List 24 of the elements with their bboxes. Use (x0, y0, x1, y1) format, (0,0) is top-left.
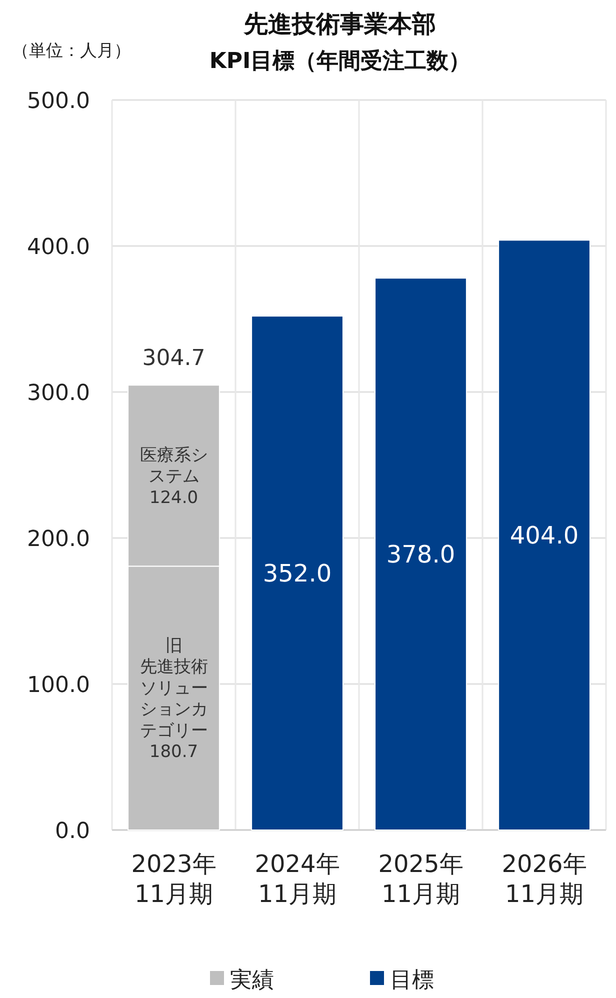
x-tick-label: 2023年 11月期 (131, 850, 216, 908)
x-tick-label: 2024年 11月期 (254, 850, 340, 908)
data-label: 404.0 (510, 521, 579, 550)
data-label: 旧先進技術ソリューションカテゴリー180.7 (140, 636, 208, 762)
y-tick-label: 100.0 (27, 673, 90, 698)
bar (374, 278, 467, 830)
data-label: 352.0 (262, 559, 332, 588)
y-tick-label: 300.0 (27, 381, 90, 406)
legend-label: 目標 (390, 968, 434, 993)
y-tick-label: 0.0 (55, 819, 90, 844)
data-label: 378.0 (386, 540, 456, 568)
bar (498, 240, 590, 830)
data-label: 医療系システム124.0 (140, 445, 208, 508)
bar (251, 316, 344, 830)
y-tick-label: 500.0 (27, 89, 90, 114)
legend-label: 実績 (230, 968, 274, 993)
y-axis-title: （単位：人月） (12, 41, 131, 61)
chart-subtitle: KPI目標（年間受注工数） (209, 48, 471, 74)
y-tick-label: 200.0 (27, 527, 90, 552)
x-tick-label: 2026年 11月期 (502, 850, 587, 908)
total-label: 304.7 (142, 346, 206, 372)
y-tick-label: 400.0 (27, 235, 90, 260)
chart-title: 先進技術事業本部 (243, 10, 436, 38)
x-tick-label: 2025年 11月期 (378, 850, 464, 908)
